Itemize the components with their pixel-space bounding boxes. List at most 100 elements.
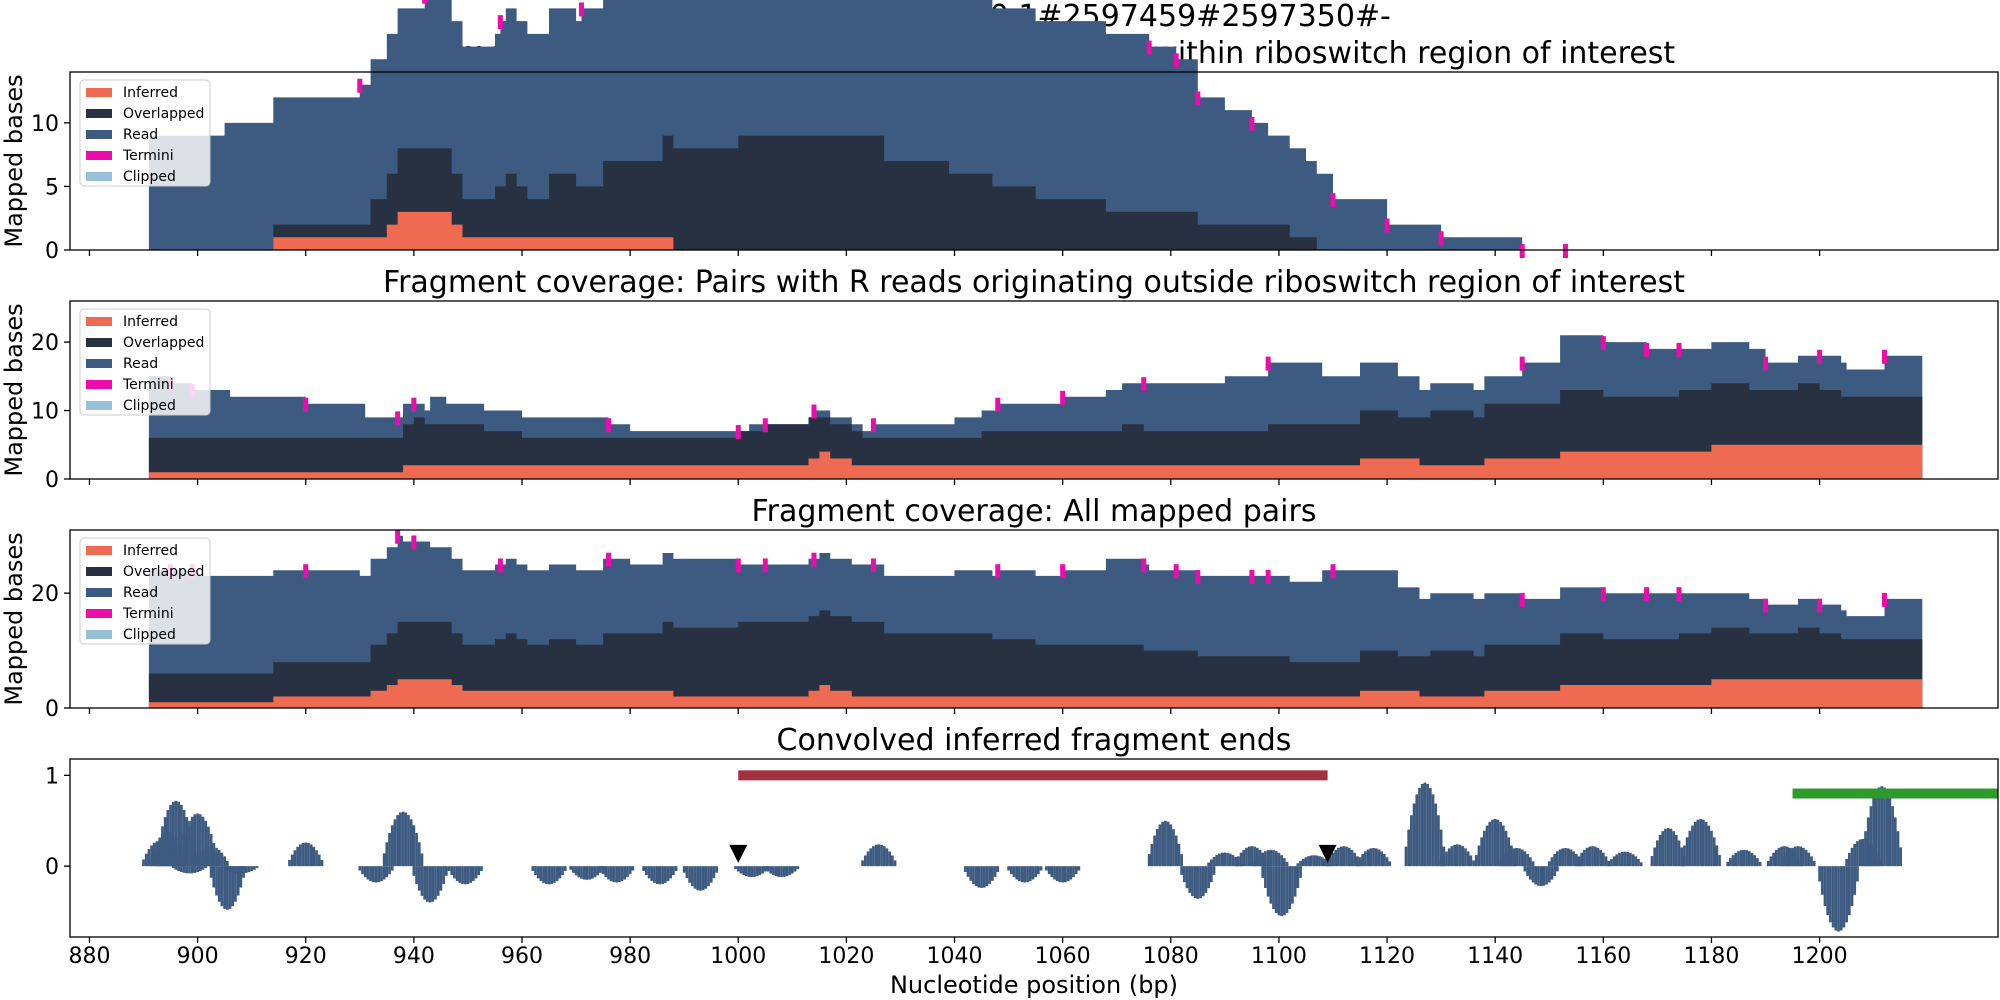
convolution-bar [690, 866, 694, 887]
convolution-bar [1412, 803, 1416, 867]
convolution-bar [390, 866, 394, 871]
convolution-bar [1147, 854, 1151, 867]
convolution-bar [188, 820, 191, 867]
convolution-bar [1228, 853, 1232, 867]
convolution-bar [588, 866, 591, 880]
convolution-bar [417, 842, 421, 867]
convolution-bar [1874, 791, 1878, 867]
convolution-bar [290, 854, 294, 867]
convolution-bar [155, 850, 159, 867]
termini-mark [497, 558, 503, 573]
convolution-bar [1312, 855, 1316, 867]
termini-mark [1249, 116, 1255, 131]
convolution-bar [782, 866, 786, 877]
convolution-bar [217, 866, 221, 902]
legend: Inferred Overlapped Read Termini Clipped [79, 79, 211, 187]
convolution-bar [1280, 866, 1283, 917]
x-axis: 880 900 920 940 960 980 1000 1020 1040 1060 1080 11… [68, 250, 1848, 969]
convolution-bar [312, 846, 316, 867]
convolution-bar [380, 866, 383, 882]
convolution-bar [1285, 866, 1289, 913]
convolution-bar [1869, 806, 1873, 867]
convolution-bar [471, 866, 475, 881]
convolution-bar [1050, 866, 1054, 878]
convolution-bar [969, 866, 973, 881]
convolution-bar [1553, 853, 1557, 867]
convolution-bar [1666, 828, 1670, 867]
convolution-bar [1218, 853, 1221, 867]
convolution-bar [1793, 846, 1797, 867]
convolution-bar [790, 866, 794, 874]
convolution-bar [366, 866, 370, 880]
convolution-bar [363, 866, 367, 878]
convolution-bar [872, 846, 875, 867]
convolution-bar [747, 866, 751, 877]
convolution-bar [1296, 866, 1300, 889]
panel-all-pairs: Fragment coverage: All mapped pairs Mapp… [0, 494, 1999, 722]
convolution-bar [1382, 853, 1386, 867]
termini-mark [1146, 40, 1152, 55]
convolution-bar [1293, 866, 1297, 897]
termini-mark [1519, 592, 1525, 607]
termini-mark [578, 2, 584, 17]
legend-box [79, 79, 211, 187]
convolution-bar [1766, 860, 1770, 867]
convolution-bar [753, 866, 756, 877]
convolution-bar [1488, 821, 1492, 867]
convolution-bar [1553, 866, 1557, 876]
y-axis-label: Mapped bases [0, 74, 28, 247]
convolution-bar [869, 848, 873, 867]
convolution-bar [1756, 858, 1759, 867]
convolution-bar [1550, 866, 1554, 880]
termini-mark [1438, 231, 1444, 246]
convolution-bar [1304, 857, 1308, 867]
convolution-bar [1253, 861, 1256, 867]
convolution-bar [1055, 866, 1059, 882]
convolution-bar [198, 852, 202, 867]
convolution-bar [388, 832, 391, 867]
convolution-bar [1377, 849, 1381, 867]
x-axis-label: Nucleotide position (bp) [890, 971, 1178, 999]
convolution-bar [1077, 866, 1081, 871]
convolution-bar [696, 866, 700, 891]
convolution-bar [1831, 866, 1835, 928]
convolution-bar [1209, 859, 1213, 867]
convolution-bar [1245, 847, 1248, 867]
convolution-bar [1066, 866, 1070, 882]
convolution-bar [1334, 849, 1338, 867]
plot-frame [69, 758, 1999, 938]
convolution-bar [190, 866, 194, 874]
convolution-bar [1842, 866, 1846, 928]
convolution-bar [1534, 866, 1538, 885]
convolution-bar [1450, 846, 1454, 867]
convolution-bar [1204, 866, 1208, 893]
convolution-bar [572, 866, 575, 873]
green_bar [1792, 788, 1998, 799]
legend-label-clipped: Clipped [123, 627, 176, 643]
convolution-bar [1439, 860, 1443, 867]
termini-mark [1141, 377, 1147, 392]
convolution-bar [1196, 866, 1200, 899]
convolution-bar [1491, 819, 1494, 867]
convolution-bar [877, 844, 881, 867]
convolution-bar [1596, 847, 1600, 867]
convolution-bar [242, 866, 245, 874]
convolution-bar [769, 866, 773, 874]
convolution-bar [715, 866, 718, 873]
convolution-bar [1866, 817, 1870, 867]
convolution-bar [1174, 835, 1178, 867]
convolution-bar [247, 866, 251, 873]
convolution-bar [1537, 866, 1540, 886]
panel-outside-riboswitch: Fragment coverage: Pairs with R reads or… [0, 265, 1999, 493]
convolution-bar [599, 866, 602, 871]
convolution-bar [1674, 835, 1678, 867]
convolution-bar [593, 866, 597, 878]
termini-mark [1330, 193, 1336, 208]
convolution-bar [1028, 866, 1032, 882]
convolution-bar [736, 866, 740, 872]
y-tick-label: 10 [31, 400, 59, 425]
convolution-bar [1607, 862, 1611, 867]
convolution-bar [420, 866, 424, 896]
convolution-bar [174, 866, 178, 870]
termini-mark [762, 558, 768, 573]
